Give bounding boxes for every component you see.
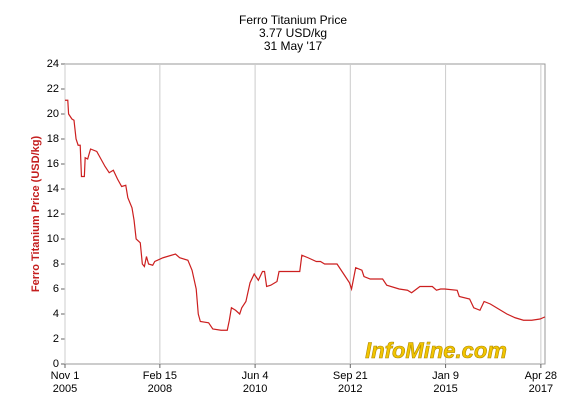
x-tick-label: Feb 15 2008 (143, 370, 177, 395)
x-tick-label: Jun 4 2010 (242, 370, 269, 395)
chart-title: Ferro Titanium Price (239, 13, 347, 27)
y-tick-label: 14 (47, 183, 59, 195)
y-tick-label: 10 (47, 233, 59, 245)
price-line (65, 99, 546, 331)
plot-area (64, 63, 546, 365)
y-axis-label: Ferro Titanium Price (USD/kg) (30, 136, 42, 293)
y-tick-label: 2 (53, 333, 59, 345)
y-tick-label: 0 (53, 358, 59, 370)
y-tick-label: 18 (47, 133, 59, 145)
y-tick-label: 22 (47, 83, 59, 95)
x-tick-label: Jan 9 2015 (432, 370, 459, 395)
x-tick-label: Apr 28 2017 (525, 370, 557, 395)
x-tick-label: Sep 21 2012 (333, 370, 368, 395)
x-tick-label: Nov 1 2005 (51, 370, 80, 395)
y-tick-label: 16 (47, 158, 59, 170)
y-tick-label: 4 (53, 308, 59, 320)
watermark: InfoMine.com (365, 338, 507, 363)
chart-subtitle: 3.77 USD/kg (259, 26, 327, 40)
y-tick-label: 20 (47, 108, 59, 120)
y-tick-label: 6 (53, 283, 59, 295)
y-tick-label: 12 (47, 208, 59, 220)
y-tick-label: 24 (47, 58, 59, 70)
y-tick-label: 8 (53, 258, 59, 270)
chart-date: 31 May '17 (264, 39, 323, 53)
